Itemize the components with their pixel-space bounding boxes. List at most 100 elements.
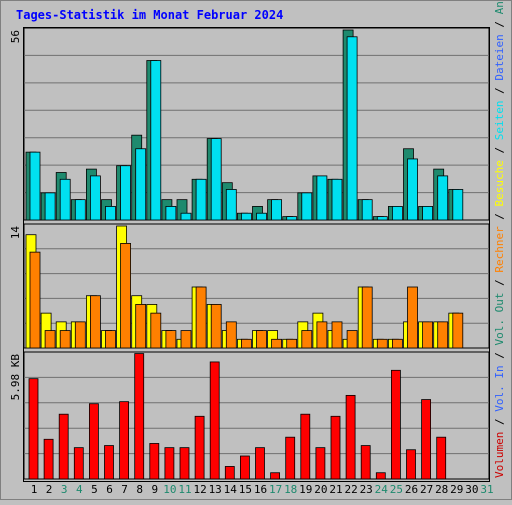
legend-text-0: Volumen <box>493 432 506 478</box>
x-tick-label: 5 <box>91 483 98 496</box>
bar-top-dateien-day-29 <box>452 189 464 221</box>
legend-text-1: / <box>493 412 506 432</box>
bar-bottom-volumen-day-6 <box>104 445 114 480</box>
x-tick-label: 31 <box>480 483 493 496</box>
x-tick-label: 21 <box>329 483 342 496</box>
x-tick-label: 3 <box>61 483 68 496</box>
x-tick-label: 17 <box>269 483 282 496</box>
bar-middle-rechner-day-18 <box>286 338 298 349</box>
bar-middle-rechner-day-9 <box>150 312 162 349</box>
bar-middle-rechner-day-10 <box>165 330 177 349</box>
legend-text-4: Vol. Out <box>493 293 506 346</box>
bar-top-dateien-day-7 <box>120 165 131 221</box>
legend-text-12: Dateien <box>493 34 506 80</box>
bar-top-dateien-day-9 <box>150 60 162 221</box>
bar-middle-rechner-day-15 <box>240 338 252 349</box>
bar-bottom-volumen-day-14 <box>224 466 235 480</box>
legend-text-2: Vol. In <box>493 365 506 411</box>
x-tick-label: 2 <box>46 483 53 496</box>
x-tick-label: 18 <box>284 483 297 496</box>
x-tick-label: 8 <box>136 483 143 496</box>
bar-middle-rechner-day-2 <box>44 330 56 349</box>
bar-bottom-volumen-day-8 <box>134 353 145 480</box>
legend-text-14: Anfragen <box>493 0 506 14</box>
panel-bottom: 5.98 KB <box>9 351 490 480</box>
bar-middle-rechner-day-22 <box>346 330 358 349</box>
x-tick-label: 30 <box>465 483 478 496</box>
x-tick-label: 15 <box>239 483 252 496</box>
bar-bottom-volumen-day-24 <box>375 472 386 480</box>
x-tick-label: 14 <box>224 483 238 496</box>
bar-top-dateien-day-3 <box>59 178 71 221</box>
bar-bottom-volumen-day-26 <box>406 449 416 480</box>
x-tick-label: 11 <box>178 483 191 496</box>
x-tick-label: 7 <box>121 483 128 496</box>
bar-middle-rechner-day-4 <box>74 321 86 349</box>
bar-bottom-volumen-day-22 <box>345 394 356 480</box>
x-tick-label: 28 <box>435 483 448 496</box>
bar-middle-rechner-day-21 <box>331 321 343 349</box>
bar-top-dateien-day-17 <box>271 199 283 221</box>
bar-middle-rechner-day-11 <box>180 330 192 349</box>
chart-title: Tages-Statistik im Monat Februar 2024 <box>16 8 283 22</box>
bar-top-dateien-day-19 <box>301 192 313 221</box>
x-tick-label: 16 <box>254 483 267 496</box>
bar-middle-rechner-day-1 <box>29 251 41 349</box>
legend-text-13: / <box>493 14 506 34</box>
bar-middle-rechner-day-17 <box>271 338 283 349</box>
x-tick-label: 24 <box>375 483 389 496</box>
bar-bottom-volumen-day-15 <box>239 455 250 480</box>
bar-top-dateien-day-20 <box>316 175 328 221</box>
y-max-label-top: 56 <box>9 30 22 43</box>
x-tick-label: 22 <box>344 483 357 496</box>
bar-bottom-volumen-day-4 <box>73 447 84 480</box>
bar-bottom-volumen-day-25 <box>390 369 401 480</box>
bar-middle-rechner-day-29 <box>452 312 464 349</box>
bar-bottom-volumen-day-16 <box>255 447 265 480</box>
bar-bottom-volumen-day-2 <box>43 438 54 480</box>
x-tick-label: 12 <box>193 483 206 496</box>
legend-text-3: / <box>493 346 506 366</box>
bar-middle-rechner-day-25 <box>391 338 403 349</box>
legend-text-7: / <box>493 206 506 226</box>
bar-bottom-volumen-day-17 <box>270 472 281 480</box>
bar-top-dateien-day-12 <box>195 178 207 221</box>
bar-bottom-volumen-day-19 <box>300 413 311 480</box>
x-tick-label: 19 <box>299 483 312 496</box>
bar-bottom-volumen-day-11 <box>179 447 190 480</box>
bar-bottom-volumen-day-13 <box>209 361 220 480</box>
bar-middle-rechner-day-24 <box>376 338 388 349</box>
bar-top-dateien-day-26 <box>407 158 418 221</box>
legend-text-11: / <box>493 81 506 101</box>
bar-middle-rechner-day-5 <box>90 295 101 349</box>
bar-top-dateien-day-15 <box>240 212 252 221</box>
bar-top-dateien-day-14 <box>225 189 237 221</box>
bar-top-dateien-day-23 <box>361 199 373 221</box>
bar-top-dateien-day-18 <box>286 216 298 221</box>
panels-layer: 56 14 5.98 KB <box>9 27 490 480</box>
bar-top-dateien-day-28 <box>437 175 449 221</box>
bar-top-dateien-day-4 <box>74 199 86 221</box>
x-tick-label: 20 <box>314 483 327 496</box>
bar-middle-rechner-day-8 <box>135 304 147 349</box>
legend-text-8: Besuche <box>493 160 506 206</box>
bar-middle-rechner-day-7 <box>120 243 131 349</box>
bar-top-dateien-day-8 <box>135 148 147 221</box>
bar-bottom-volumen-day-27 <box>421 399 432 480</box>
bar-bottom-volumen-day-5 <box>89 403 99 480</box>
bar-middle-rechner-day-28 <box>437 321 449 349</box>
right-legend: Volumen / Vol. In / Vol. Out / Rechner /… <box>493 0 506 478</box>
bar-top-dateien-day-5 <box>90 175 101 221</box>
legend-text-9: / <box>493 140 506 160</box>
bar-top-dateien-day-10 <box>165 206 177 221</box>
x-tick-label: 6 <box>106 483 113 496</box>
x-tick-label: 1 <box>31 483 38 496</box>
bar-middle-rechner-day-16 <box>256 330 267 349</box>
bar-bottom-volumen-day-28 <box>436 436 447 480</box>
bar-bottom-volumen-day-20 <box>315 447 326 480</box>
bar-middle-rechner-day-13 <box>210 304 222 349</box>
x-tick-label: 26 <box>405 483 418 496</box>
bar-middle-rechner-day-23 <box>361 286 373 349</box>
